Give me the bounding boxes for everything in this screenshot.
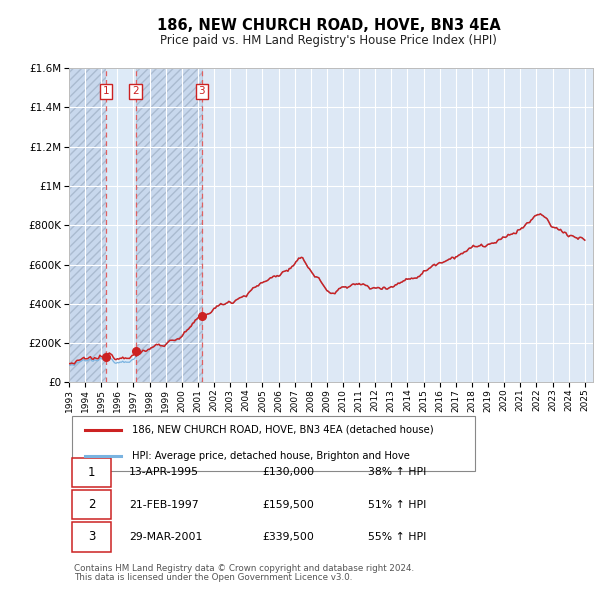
FancyBboxPatch shape (71, 415, 475, 471)
Bar (136, 68, 202, 382)
Text: 3: 3 (88, 530, 95, 543)
Text: 55% ↑ HPI: 55% ↑ HPI (368, 532, 426, 542)
Text: HPI: Average price, detached house, Brighton and Hove: HPI: Average price, detached house, Brig… (132, 451, 410, 461)
FancyBboxPatch shape (71, 522, 111, 552)
Text: £159,500: £159,500 (263, 500, 314, 510)
Text: 21-FEB-1997: 21-FEB-1997 (129, 500, 199, 510)
Text: £130,000: £130,000 (263, 467, 315, 477)
Text: 29-MAR-2001: 29-MAR-2001 (129, 532, 203, 542)
Text: 38% ↑ HPI: 38% ↑ HPI (368, 467, 426, 477)
Text: 1: 1 (88, 466, 95, 479)
Bar (69, 68, 106, 382)
FancyBboxPatch shape (71, 458, 111, 487)
Text: 2: 2 (132, 87, 139, 96)
Text: This data is licensed under the Open Government Licence v3.0.: This data is licensed under the Open Gov… (74, 573, 353, 582)
Text: 1: 1 (103, 87, 109, 96)
Text: 3: 3 (199, 87, 205, 96)
Text: 13-APR-1995: 13-APR-1995 (129, 467, 199, 477)
Text: 186, NEW CHURCH ROAD, HOVE, BN3 4EA: 186, NEW CHURCH ROAD, HOVE, BN3 4EA (157, 18, 500, 33)
FancyBboxPatch shape (71, 490, 111, 519)
Text: 186, NEW CHURCH ROAD, HOVE, BN3 4EA (detached house): 186, NEW CHURCH ROAD, HOVE, BN3 4EA (det… (132, 425, 433, 435)
Text: 51% ↑ HPI: 51% ↑ HPI (368, 500, 426, 510)
Text: Contains HM Land Registry data © Crown copyright and database right 2024.: Contains HM Land Registry data © Crown c… (74, 564, 415, 573)
Bar (106, 68, 136, 382)
Text: Price paid vs. HM Land Registry's House Price Index (HPI): Price paid vs. HM Land Registry's House … (160, 34, 497, 47)
Text: £339,500: £339,500 (263, 532, 314, 542)
Text: 2: 2 (88, 498, 95, 511)
